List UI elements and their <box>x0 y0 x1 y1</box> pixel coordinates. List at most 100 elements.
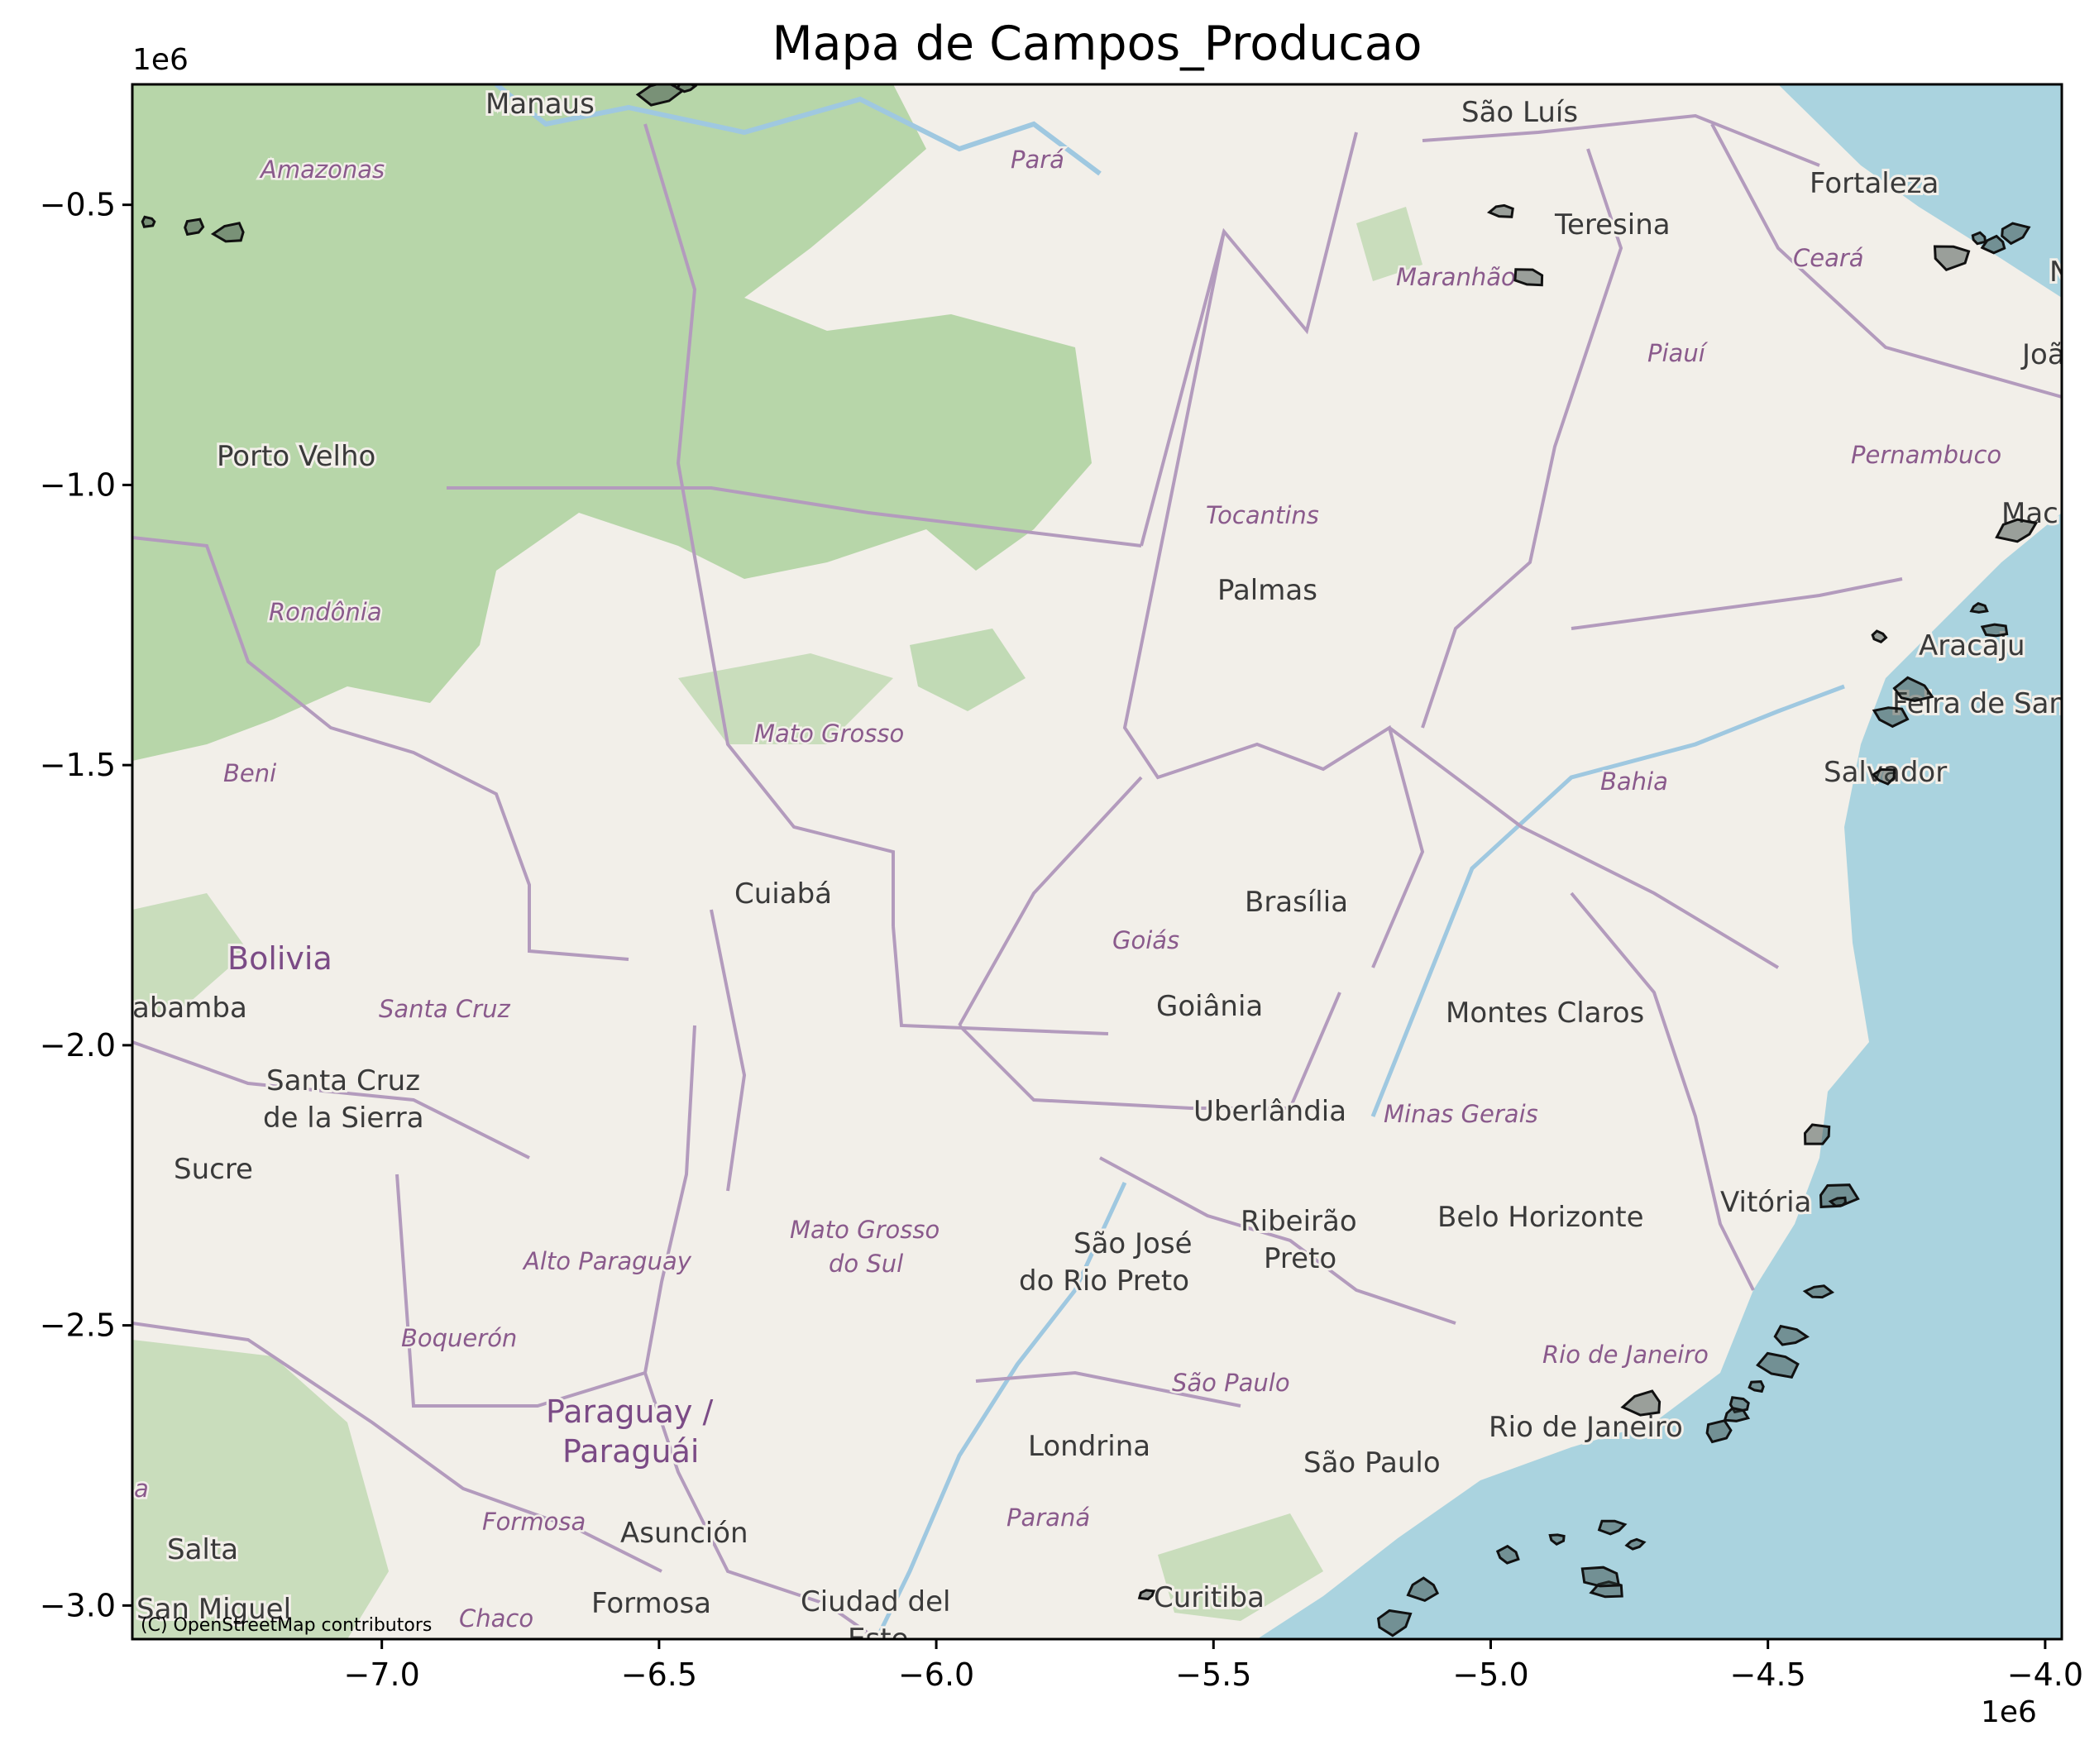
x-axis: −7.0 −6.5 −6.0 −5.5 −5.0 −4.5 −4.0 <box>344 1639 2083 1693</box>
state-label: a <box>134 1475 149 1503</box>
river-amazon <box>495 84 1102 176</box>
river-parana <box>874 1181 1127 1639</box>
production-field <box>1980 234 2006 255</box>
place-label: Rio de Janeiro <box>1489 1411 1683 1444</box>
state-labels: Amazonas Pará Ceará Maranhão Piauí Perna… <box>132 144 2004 1635</box>
state-borders <box>132 113 2062 1639</box>
state-label: Amazonas <box>259 155 385 184</box>
production-field <box>1406 1576 1440 1603</box>
place-label: de la Sierra <box>263 1102 424 1135</box>
forest-patch-bolivia <box>132 893 248 1017</box>
state-label: São Paulo <box>1172 1369 1290 1397</box>
country-label: Paraguay / <box>546 1394 713 1430</box>
state-label: Rondônia <box>269 598 382 626</box>
y-axis: −0.5 −1.0 −1.5 −2.0 −2.5 −3.0 <box>40 187 132 1623</box>
y-tick-label: −1.5 <box>40 747 116 783</box>
x-tick-label: −5.5 <box>1175 1656 1251 1693</box>
x-axis-offset-label: 1e6 <box>1981 1695 2037 1729</box>
place-label: São Luís <box>1461 96 1578 129</box>
x-tick-label: −7.0 <box>344 1656 420 1693</box>
production-fields <box>141 84 2039 1637</box>
place-label: Brasília <box>1245 886 1348 919</box>
y-tick-label: −0.5 <box>40 187 116 223</box>
state-label: Rio de Janeiro <box>1542 1341 1709 1369</box>
country-label: Bolivia <box>227 940 332 977</box>
place-label: Joã <box>2020 338 2065 371</box>
production-field <box>1756 1351 1800 1379</box>
production-field <box>1828 1196 1848 1207</box>
production-field <box>1803 1123 1831 1145</box>
production-field <box>1495 1544 1520 1565</box>
forest-patch-maranhao <box>1356 207 1422 281</box>
state-label: Paraná <box>1006 1503 1090 1532</box>
place-label: Fortaleza <box>1810 167 1939 200</box>
state-label: Boquerón <box>401 1324 517 1352</box>
place-label: Palmas <box>1217 574 1317 607</box>
place-label: Formosa <box>591 1587 711 1620</box>
state-label: Pernambuco <box>1851 441 2001 469</box>
x-tick-label: −4.0 <box>2007 1656 2083 1693</box>
production-field <box>1513 268 1544 287</box>
place-label: Goiânia <box>1156 990 1263 1023</box>
state-label: Maranhão <box>1396 263 1516 291</box>
forest-patch-serra-do-mar <box>1158 1513 1323 1621</box>
y-axis-offset-label: 1e6 <box>132 43 189 77</box>
place-label: Uberlândia <box>1193 1095 1346 1128</box>
forest-patch-south <box>132 1340 389 1639</box>
place-label: Santa Cruz <box>266 1064 420 1097</box>
place-label: Porto Velho <box>217 440 375 473</box>
place-label: Vitória <box>1720 1186 1811 1219</box>
y-tick-label: −1.0 <box>40 466 116 503</box>
production-field <box>1620 1389 1662 1417</box>
production-field <box>1748 1380 1765 1394</box>
state-label: Minas Gerais <box>1384 1100 1538 1128</box>
place-label: Este <box>848 1623 908 1656</box>
place-label: Ciudad del <box>801 1585 951 1618</box>
place-label: Asunción <box>620 1517 748 1550</box>
place-label: Feira de Santa <box>1892 687 2095 720</box>
production-field <box>1376 1609 1413 1637</box>
attribution: (C) OpenStreetMap contributors <box>141 1615 432 1636</box>
place-label: Montes Claros <box>1446 997 1644 1030</box>
production-field <box>2001 222 2031 246</box>
place-label: Preto <box>1264 1242 1336 1275</box>
production-field <box>1624 1537 1647 1551</box>
production-field <box>1971 231 1987 246</box>
state-label: Mato Grosso <box>754 719 904 748</box>
place-label: abamba <box>132 992 247 1025</box>
place-label: Mac <box>2001 497 2058 530</box>
state-label: Bahia <box>1600 767 1668 796</box>
place-label: Cuiabá <box>734 877 832 911</box>
production-field <box>1580 1566 1621 1588</box>
state-label: Pará <box>1011 146 1064 174</box>
x-tick-label: −6.0 <box>898 1656 974 1693</box>
river-sao-francisco <box>1370 684 1845 1117</box>
place-label: Ribeirão <box>1241 1205 1357 1238</box>
production-field <box>1933 245 1971 272</box>
production-field <box>1995 518 2039 543</box>
place-labels: Manaus São Luís Fortaleza Teresina Joã P… <box>132 85 2095 1656</box>
axes-frame <box>131 83 2063 1641</box>
place-label: São Paulo <box>1303 1446 1441 1480</box>
production-field <box>1548 1533 1566 1546</box>
place-label: Salta <box>167 1533 238 1566</box>
atlantic-ocean <box>1257 84 2062 1639</box>
place-label: Manaus <box>485 88 595 121</box>
state-label: Beni <box>223 759 276 787</box>
production-field <box>1802 1284 1835 1299</box>
place-label: Teresina <box>1554 208 1671 241</box>
place-label: do Rio Preto <box>1019 1264 1189 1298</box>
forest-patch-east-mato-grosso <box>910 629 1026 711</box>
production-field <box>141 215 156 228</box>
y-tick-label: −3.0 <box>40 1587 116 1623</box>
production-field <box>1980 623 2009 638</box>
state-label: do Sul <box>829 1250 903 1278</box>
amazon-forest <box>132 84 1092 761</box>
state-label: Santa Cruz <box>379 995 510 1023</box>
production-field <box>1723 1406 1751 1422</box>
chart-title: Mapa de Campos_Producao <box>772 17 1422 71</box>
production-field <box>1705 1419 1733 1444</box>
basemap: Manaus São Luís Fortaleza Teresina Joã P… <box>132 84 2095 1656</box>
production-field <box>1871 767 1896 786</box>
